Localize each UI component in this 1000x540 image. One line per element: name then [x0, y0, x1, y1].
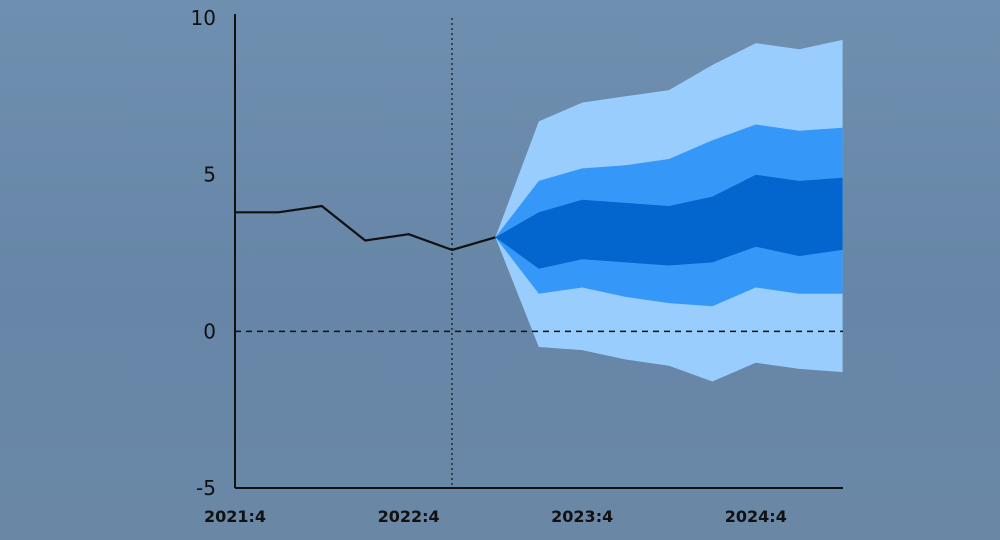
fan-band-inner [495, 174, 843, 269]
x-tick-label: 2024:4 [725, 507, 787, 526]
x-tick-label: 2021:4 [204, 507, 266, 526]
history-line [235, 204, 496, 251]
y-tick-label: 5 [203, 163, 216, 187]
x-tick-label: 2023:4 [551, 507, 613, 526]
y-tick-label: 0 [203, 319, 216, 343]
x-tick-label: 2022:4 [378, 507, 440, 526]
y-tick-label: 10 [191, 6, 216, 30]
y-tick-label: -5 [196, 476, 216, 500]
